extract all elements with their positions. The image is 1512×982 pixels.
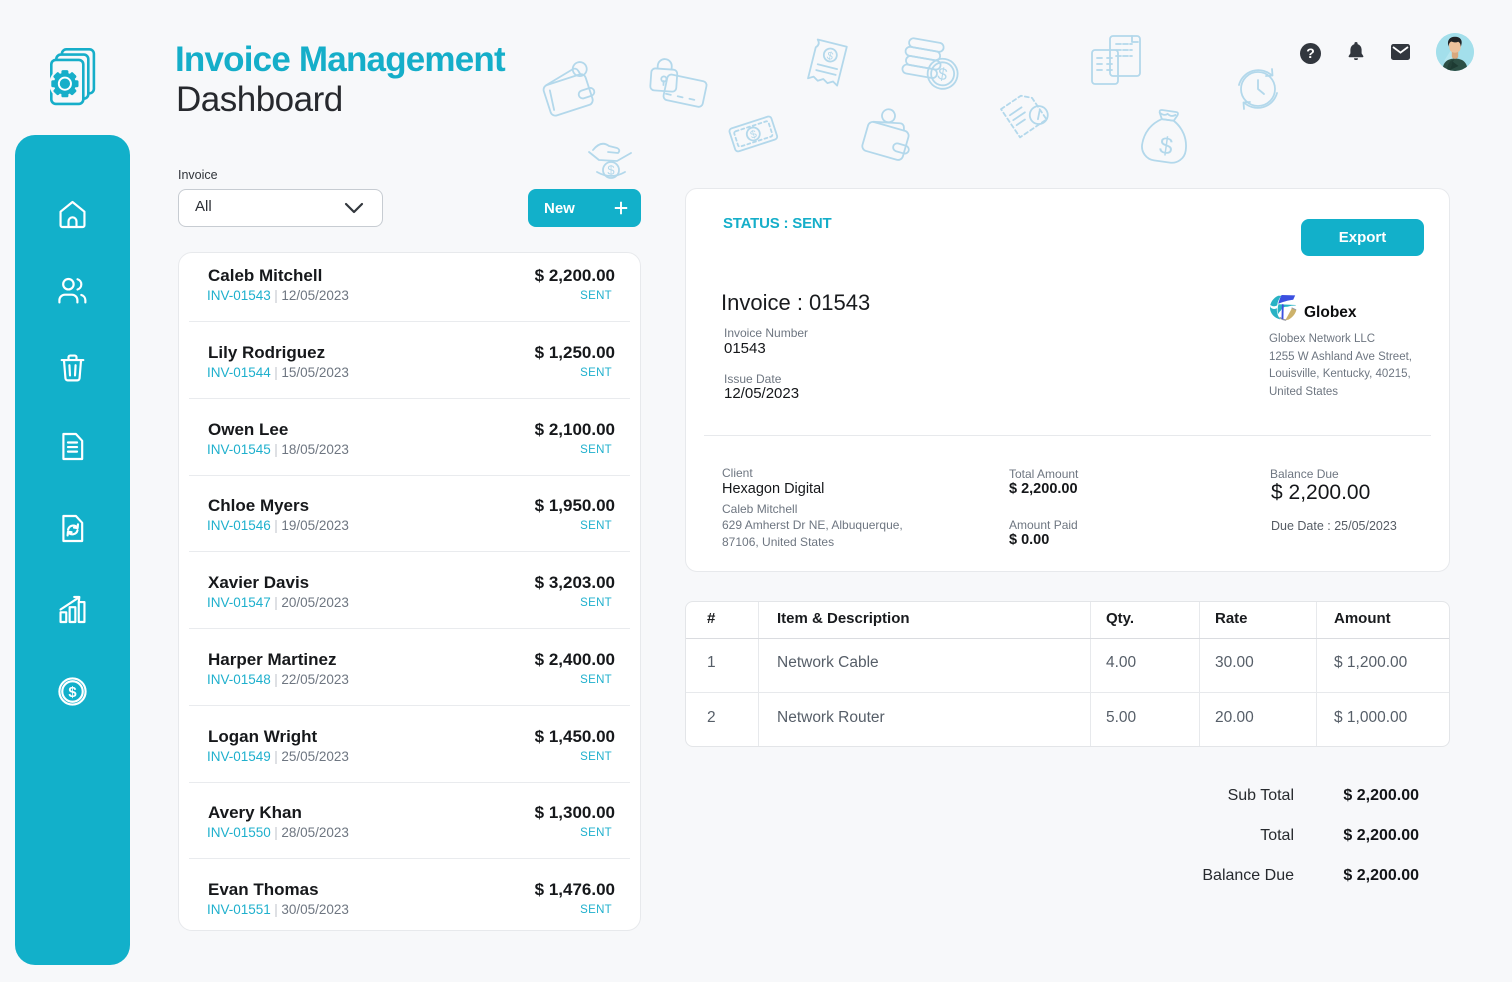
svg-text:$: $ bbox=[1158, 132, 1175, 161]
svg-text:$: $ bbox=[68, 685, 77, 701]
svg-text:$: $ bbox=[936, 64, 949, 84]
svg-text:$: $ bbox=[607, 163, 615, 178]
svg-text:$: $ bbox=[826, 50, 835, 63]
svg-text:$: $ bbox=[749, 128, 759, 141]
